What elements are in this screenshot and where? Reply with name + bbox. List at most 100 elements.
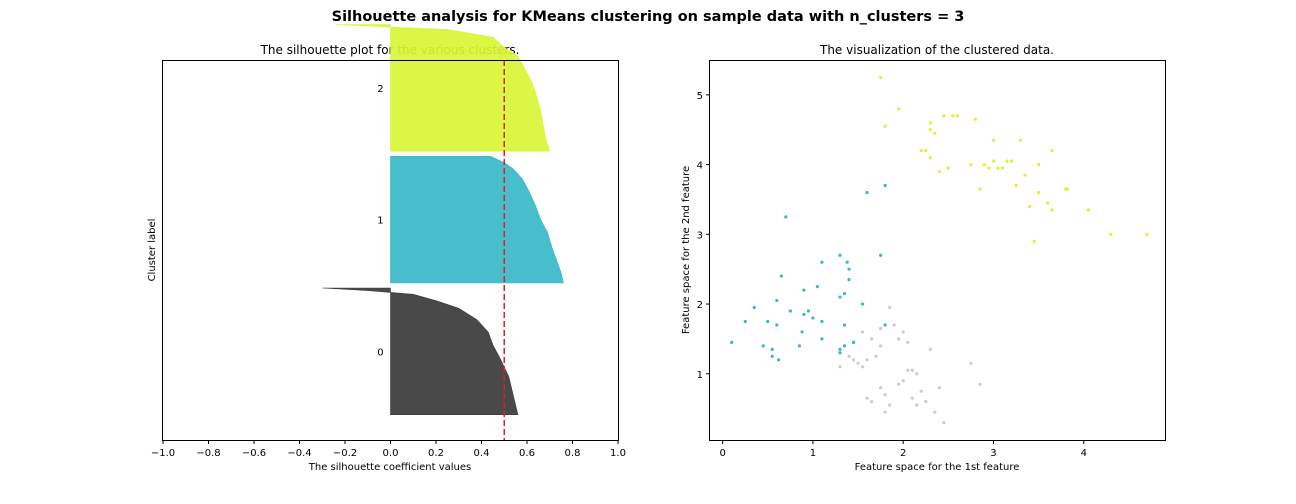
scatter-point-2: [1065, 187, 1070, 191]
scatter-point-0: [883, 393, 887, 397]
scatter-point-2: [1023, 173, 1027, 177]
silhouette-x-tick-label: −0.4: [287, 448, 311, 459]
silhouette-x-tick-label: −1.0: [151, 448, 175, 459]
scatter-point-0: [874, 354, 878, 358]
scatter-point-2: [883, 124, 887, 128]
scatter-point-0: [888, 403, 892, 407]
scatter-point-0: [937, 386, 941, 390]
silhouette-y-axis-label: Cluster label: [147, 219, 158, 282]
scatter-point-1: [802, 288, 806, 292]
scatter-point-0: [860, 365, 865, 369]
scatter-y-tick-label: 3: [697, 230, 703, 241]
scatter-point-2: [1050, 208, 1054, 212]
scatter-point-2: [879, 75, 883, 80]
scatter-point-0: [879, 344, 883, 348]
scatter-point-0: [870, 337, 874, 341]
scatter-point-0: [865, 358, 869, 362]
scatter-point-2: [969, 162, 973, 167]
scatter-point-1: [838, 351, 842, 355]
scatter-point-2: [928, 156, 932, 160]
scatter-point-0: [933, 410, 937, 414]
scatter-point-1: [743, 319, 747, 324]
scatter-point-0: [910, 396, 914, 400]
scatter-x-tick-label: 3: [990, 448, 996, 459]
scatter-point-1: [730, 340, 734, 344]
scatter-point-0: [838, 365, 842, 369]
scatter-point-2: [987, 166, 991, 170]
scatter-x-tick-label: 2: [900, 448, 906, 459]
scatter-point-0: [879, 386, 883, 390]
scatter-point-0: [883, 410, 887, 414]
silhouette-plot: The silhouette plot for the various clus…: [147, 24, 626, 473]
scatter-y-tick-label: 4: [697, 161, 703, 172]
scatter-y-tick-label: 1: [697, 370, 703, 381]
scatter-point-1: [851, 340, 856, 344]
scatter-point-1: [842, 291, 847, 296]
scatter-point-1: [811, 316, 815, 320]
scatter-point-2: [1037, 190, 1041, 195]
scatter-point-1: [838, 295, 842, 299]
scatter-point-2: [1018, 138, 1023, 142]
scatter-plot: The visualization of the clustered data.…: [681, 43, 1166, 473]
scatter-point-0: [897, 382, 901, 386]
scatter-point-1: [777, 358, 781, 362]
silhouette-cluster-1: [390, 155, 564, 284]
scatter-point-1: [766, 319, 770, 324]
scatter-point-1: [845, 260, 849, 264]
scatter-point-2: [973, 117, 978, 121]
silhouette-x-tick-label: 0.4: [474, 448, 490, 459]
scatter-point-2: [1145, 232, 1149, 236]
scatter-point-0: [906, 368, 910, 372]
scatter-point-0: [978, 382, 982, 386]
scatter-point-0: [879, 326, 883, 331]
silhouette-x-ticks: −1.0 −0.8 −0.6 −0.4 −0.2 0.0 0.2 0.4 0.6 0.8 1.0: [151, 440, 626, 459]
silhouette-x-tick-label: 0.8: [565, 448, 581, 459]
silhouette-x-tick-label: −0.8: [196, 448, 220, 459]
scatter-point-0: [919, 389, 923, 393]
scatter-point-2: [937, 169, 941, 174]
scatter-point-1: [865, 190, 869, 195]
scatter-point-2: [1050, 149, 1054, 153]
scatter-x-axis-label: Feature space for the 1st feature: [855, 462, 1020, 473]
scatter-ticks: 0 1 2 3 4 1 2 3 4 5: [697, 91, 1087, 459]
scatter-point-0: [870, 400, 874, 404]
scatter-point-1: [838, 347, 842, 351]
silhouette-marks: 0 1 2: [322, 24, 564, 440]
scatter-point-1: [761, 344, 765, 348]
cluster-label-0: 0: [377, 347, 383, 358]
scatter-point-1: [770, 347, 774, 351]
scatter-point-2: [928, 128, 932, 132]
scatter-point-1: [797, 344, 801, 348]
scatter-point-0: [888, 305, 892, 310]
scatter-point-1: [802, 312, 806, 317]
scatter-point-0: [897, 337, 901, 341]
scatter-point-0: [915, 372, 919, 376]
scatter-point-2: [1109, 232, 1113, 236]
scatter-point-1: [838, 253, 842, 257]
scatter-point-2: [991, 159, 996, 163]
scatter-point-1: [779, 274, 783, 278]
scatter-point-2: [982, 162, 987, 167]
scatter-point-1: [752, 305, 756, 310]
scatter-point-2: [1014, 183, 1018, 188]
silhouette-x-tick-label: −0.6: [242, 448, 266, 459]
scatter-point-0: [865, 396, 869, 400]
scatter-point-2: [919, 149, 923, 153]
scatter-point-0: [915, 403, 919, 407]
scatter-point-1: [815, 285, 820, 289]
scatter-point-1: [788, 309, 792, 313]
scatter-point-0: [892, 323, 896, 327]
scatter-y-tick-label: 2: [697, 300, 703, 311]
scatter-point-1: [775, 323, 779, 327]
scatter-point-1: [820, 337, 824, 341]
silhouette-x-axis-label: The silhouette coefficient values: [308, 462, 472, 473]
silhouette-x-tick-label: 0.0: [383, 448, 399, 459]
silhouette-x-tick-label: 0.2: [428, 448, 444, 459]
scatter-point-2: [1027, 204, 1032, 209]
silhouette-x-tick-label: −0.2: [333, 448, 357, 459]
scatter-point-1: [883, 183, 887, 188]
scatter-point-1: [847, 267, 851, 271]
scatter-point-0: [910, 368, 914, 372]
scatter-point-1: [775, 298, 779, 303]
scatter-point-1: [842, 323, 847, 327]
